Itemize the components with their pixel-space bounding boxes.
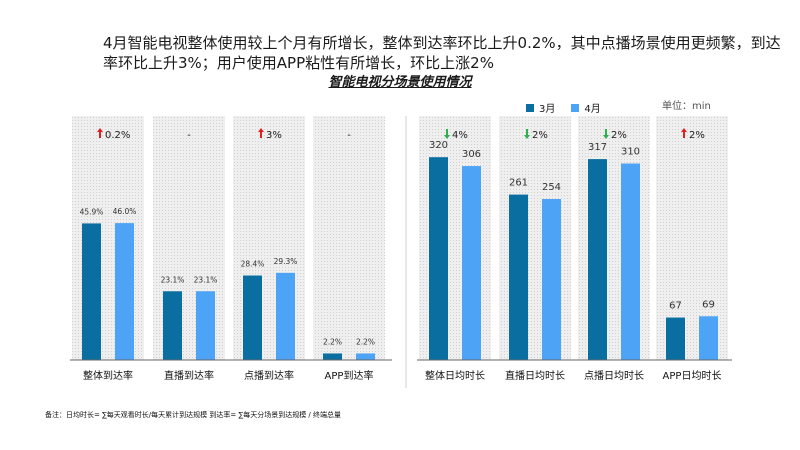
data-label: 23.1% xyxy=(194,275,218,284)
change-label: 2% xyxy=(689,130,705,141)
data-label: 254 xyxy=(542,182,561,193)
legend-item-april: 4月 xyxy=(571,100,601,115)
data-label: 320 xyxy=(429,140,448,151)
bar-april xyxy=(356,353,375,360)
category-label: 点播到达率 xyxy=(244,369,294,382)
bar-march xyxy=(666,317,685,360)
change-label: 2% xyxy=(611,130,627,141)
unit-label: 单位：min xyxy=(662,101,711,112)
change-label: - xyxy=(187,130,191,141)
legend-swatch-april xyxy=(571,103,580,112)
change-label: 2% xyxy=(532,130,548,141)
arrow-up-icon xyxy=(681,128,687,138)
category-panel xyxy=(313,116,385,360)
arrow-down-icon xyxy=(603,129,609,139)
chart-subtitle: 智能电视分场景使用情况 xyxy=(328,75,472,90)
data-label: 261 xyxy=(509,178,528,189)
bar-april xyxy=(115,223,134,360)
change-label: 3% xyxy=(266,130,282,141)
bar-march xyxy=(588,159,607,360)
bar-march xyxy=(82,223,101,360)
bar-april xyxy=(462,166,481,360)
bar-march xyxy=(429,157,448,360)
change-label: - xyxy=(347,130,351,141)
data-label: 69 xyxy=(702,299,715,310)
data-label: 2.2% xyxy=(356,337,375,346)
footnote: 备注：日均时长= ∑每天观看时长/每天累计到达规模 到达率= ∑每天分场景到达规… xyxy=(45,411,342,419)
data-label: 67 xyxy=(669,301,682,312)
bar-march xyxy=(323,353,342,360)
legend: 3月 4月 xyxy=(526,100,617,115)
arrow-up-icon xyxy=(258,128,264,138)
headline: 4月智能电视整体使用较上个月有所增长，整体到达率环比上升0.2%，其中点播场景使… xyxy=(103,34,781,72)
bar-march xyxy=(243,275,262,360)
legend-item-march: 3月 xyxy=(526,100,555,115)
category-label: 整体到达率 xyxy=(83,369,133,382)
category-label: 直播到达率 xyxy=(164,369,214,382)
bar-april xyxy=(699,316,718,360)
category-label: APP日均时长 xyxy=(663,370,722,382)
daily-duration-chart: 4% 320 306 整体日均时长 2% 261 254 直播日均时长 2% 317 310 点播日均… xyxy=(417,116,732,382)
data-label: 317 xyxy=(588,142,607,153)
bar-april xyxy=(542,199,561,360)
legend-label-march: 3月 xyxy=(539,104,556,115)
data-label: 306 xyxy=(462,149,481,160)
category-label: 直播日均时长 xyxy=(505,369,565,382)
category-label: 整体日均时长 xyxy=(425,369,485,382)
bar-march xyxy=(509,194,528,360)
data-label: 310 xyxy=(621,147,640,158)
arrow-down-icon xyxy=(444,129,450,139)
bar-april xyxy=(276,272,295,360)
data-label: 45.9% xyxy=(80,207,104,216)
legend-label-april: 4月 xyxy=(584,104,601,115)
data-label: 23.1% xyxy=(161,275,185,284)
data-label: 46.0% xyxy=(113,207,137,216)
data-label: 28.4% xyxy=(241,259,265,268)
category-label: APP到达率 xyxy=(325,369,374,382)
arrow-down-icon xyxy=(524,129,530,139)
data-label: 2.2% xyxy=(323,337,342,346)
category-label: 点播日均时长 xyxy=(584,369,644,382)
change-label: 4% xyxy=(452,130,468,141)
bar-march xyxy=(163,291,182,360)
arrow-up-icon xyxy=(97,128,103,138)
bar-april xyxy=(621,163,640,360)
reach-rate-chart: 0.2% 45.9% 46.0% 整体到达率 - 23.1% 23.1% 直播到达率 3% 28.… xyxy=(70,116,392,382)
data-label: 29.3% xyxy=(274,257,298,266)
change-label: 0.2% xyxy=(105,130,130,141)
bar-april xyxy=(196,291,215,360)
legend-swatch-march xyxy=(526,103,534,112)
